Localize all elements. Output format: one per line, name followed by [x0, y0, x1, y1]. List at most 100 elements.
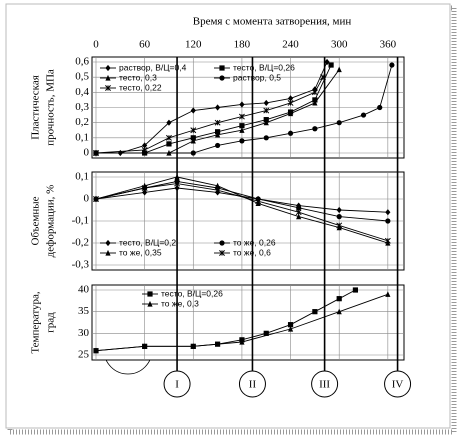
y-axis-title: Пластическая: [30, 75, 42, 140]
legend-marker: [219, 65, 225, 71]
marker: [141, 147, 148, 153]
marker: [336, 308, 342, 315]
legend-marker: [219, 240, 225, 246]
marker: [239, 138, 245, 144]
legend-label: то же, 0,3: [161, 298, 199, 308]
marker: [296, 205, 302, 211]
marker: [142, 142, 148, 149]
y-tick-label: 0,1: [75, 131, 89, 143]
marker: [190, 107, 196, 114]
series-line: [95, 183, 388, 242]
legend-label: тесто, В/Ц=0,26: [233, 62, 295, 72]
y-tick-label: 0,2: [75, 116, 89, 128]
marker: [360, 112, 367, 118]
x-tick-label: 360: [380, 39, 397, 51]
legend-marker: [147, 291, 153, 297]
marker: [311, 89, 318, 96]
marker: [190, 343, 196, 349]
y-axis-title: деформации, %: [45, 185, 57, 258]
series-line: [95, 76, 324, 154]
marker: [336, 120, 342, 126]
marker: [93, 196, 99, 202]
marker: [214, 187, 221, 194]
stage-label: II: [249, 379, 257, 391]
marker: [287, 322, 294, 328]
y-tick-label: 25: [78, 349, 90, 361]
y-axis-title: град: [45, 312, 57, 333]
marker: [238, 113, 245, 120]
y-tick-label: 40: [78, 284, 90, 296]
y-tick-label: 0,3: [75, 101, 89, 113]
marker: [336, 214, 342, 220]
marker: [296, 213, 302, 220]
marker: [214, 119, 221, 126]
x-tick-label: 60: [139, 39, 151, 51]
plot-area: [91, 284, 405, 361]
x-tick-label: 0: [93, 39, 99, 51]
marker: [93, 150, 99, 156]
marker: [312, 99, 318, 106]
marker: [239, 338, 245, 345]
marker: [385, 209, 391, 216]
legend-marker: [105, 249, 111, 256]
marker: [336, 296, 342, 302]
series-line: [95, 176, 388, 244]
marker: [190, 150, 196, 156]
marker: [255, 198, 262, 205]
legend-label: тесто, 0,22: [119, 82, 162, 92]
marker: [263, 99, 269, 107]
marker: [215, 142, 221, 149]
legend-label: раствор, В/Ц=0,4: [119, 62, 187, 72]
y-tick-label: -0,1: [72, 215, 89, 227]
marker: [385, 218, 391, 224]
marker: [263, 119, 269, 126]
marker: [166, 141, 172, 147]
legend-marker: [105, 85, 111, 91]
marker: [352, 287, 359, 293]
series-line: [96, 64, 332, 154]
x-tick-label: 180: [234, 39, 251, 51]
marker: [263, 330, 269, 336]
marker: [324, 58, 330, 66]
marker: [287, 130, 294, 136]
marker: [166, 134, 172, 141]
stage-circle: [163, 370, 191, 398]
marker: [190, 127, 197, 134]
legend-marker: [105, 74, 111, 81]
y-tick-label: 35: [78, 305, 90, 317]
marker: [287, 325, 294, 332]
marker: [215, 131, 221, 138]
marker: [312, 309, 318, 315]
stage-label: I: [175, 379, 179, 391]
legend-marker: [105, 64, 111, 72]
y-tick-label: 0: [84, 193, 90, 205]
marker: [190, 137, 196, 144]
legend-marker: [219, 75, 225, 81]
marker: [239, 127, 245, 133]
y-tick-label: 0,4: [75, 86, 89, 98]
stage-circle: [384, 370, 412, 398]
marker: [385, 291, 391, 297]
x-axis-title: Время с момента затворения, мин: [193, 16, 352, 28]
legend-marker: [147, 300, 153, 307]
legend-label: тесто, В/Ц=0,26: [161, 288, 223, 298]
y-axis-title: прочность, МПа: [45, 69, 57, 146]
marker: [166, 119, 172, 126]
y-tick-label: 30: [78, 327, 90, 339]
marker: [263, 107, 270, 114]
marker: [312, 126, 318, 132]
marker: [377, 104, 383, 111]
marker: [141, 185, 148, 191]
marker: [215, 182, 221, 189]
marker: [384, 237, 391, 244]
stage-label: III: [319, 379, 330, 391]
y-tick-label: 0,1: [75, 171, 89, 183]
y-tick-label: -0,3: [72, 259, 90, 271]
marker: [287, 95, 294, 102]
legend-marker: [219, 250, 225, 256]
legend-label: то же, 0,35: [119, 247, 162, 257]
y-axis-title: Объемные: [30, 196, 42, 245]
x-tick-label: 120: [185, 39, 202, 51]
legend-label: то же, 0,26: [233, 237, 276, 247]
